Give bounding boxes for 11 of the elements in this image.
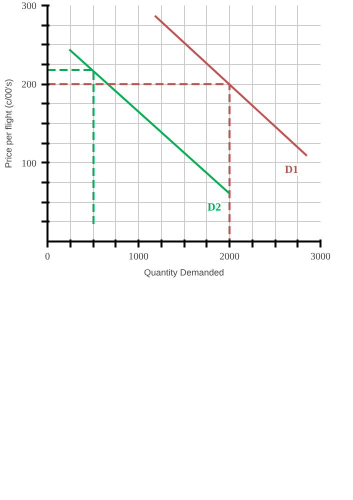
series-label: D1 <box>284 164 298 176</box>
x-tick-label: 3000 <box>310 252 330 262</box>
y-tick-label: 200 <box>22 80 36 91</box>
x-tick-label: 0 <box>45 252 50 262</box>
y-tick-label: 300 <box>22 1 36 12</box>
x-tick-label: 1000 <box>128 252 148 262</box>
series-label: D2 <box>208 202 222 214</box>
y-axis-title: Price per flight (c/00's) <box>4 78 14 168</box>
x-axis-title: Quantity Demanded <box>144 268 224 278</box>
y-tick-label: 100 <box>22 158 36 170</box>
x-tick-label: 2000 <box>220 252 240 262</box>
